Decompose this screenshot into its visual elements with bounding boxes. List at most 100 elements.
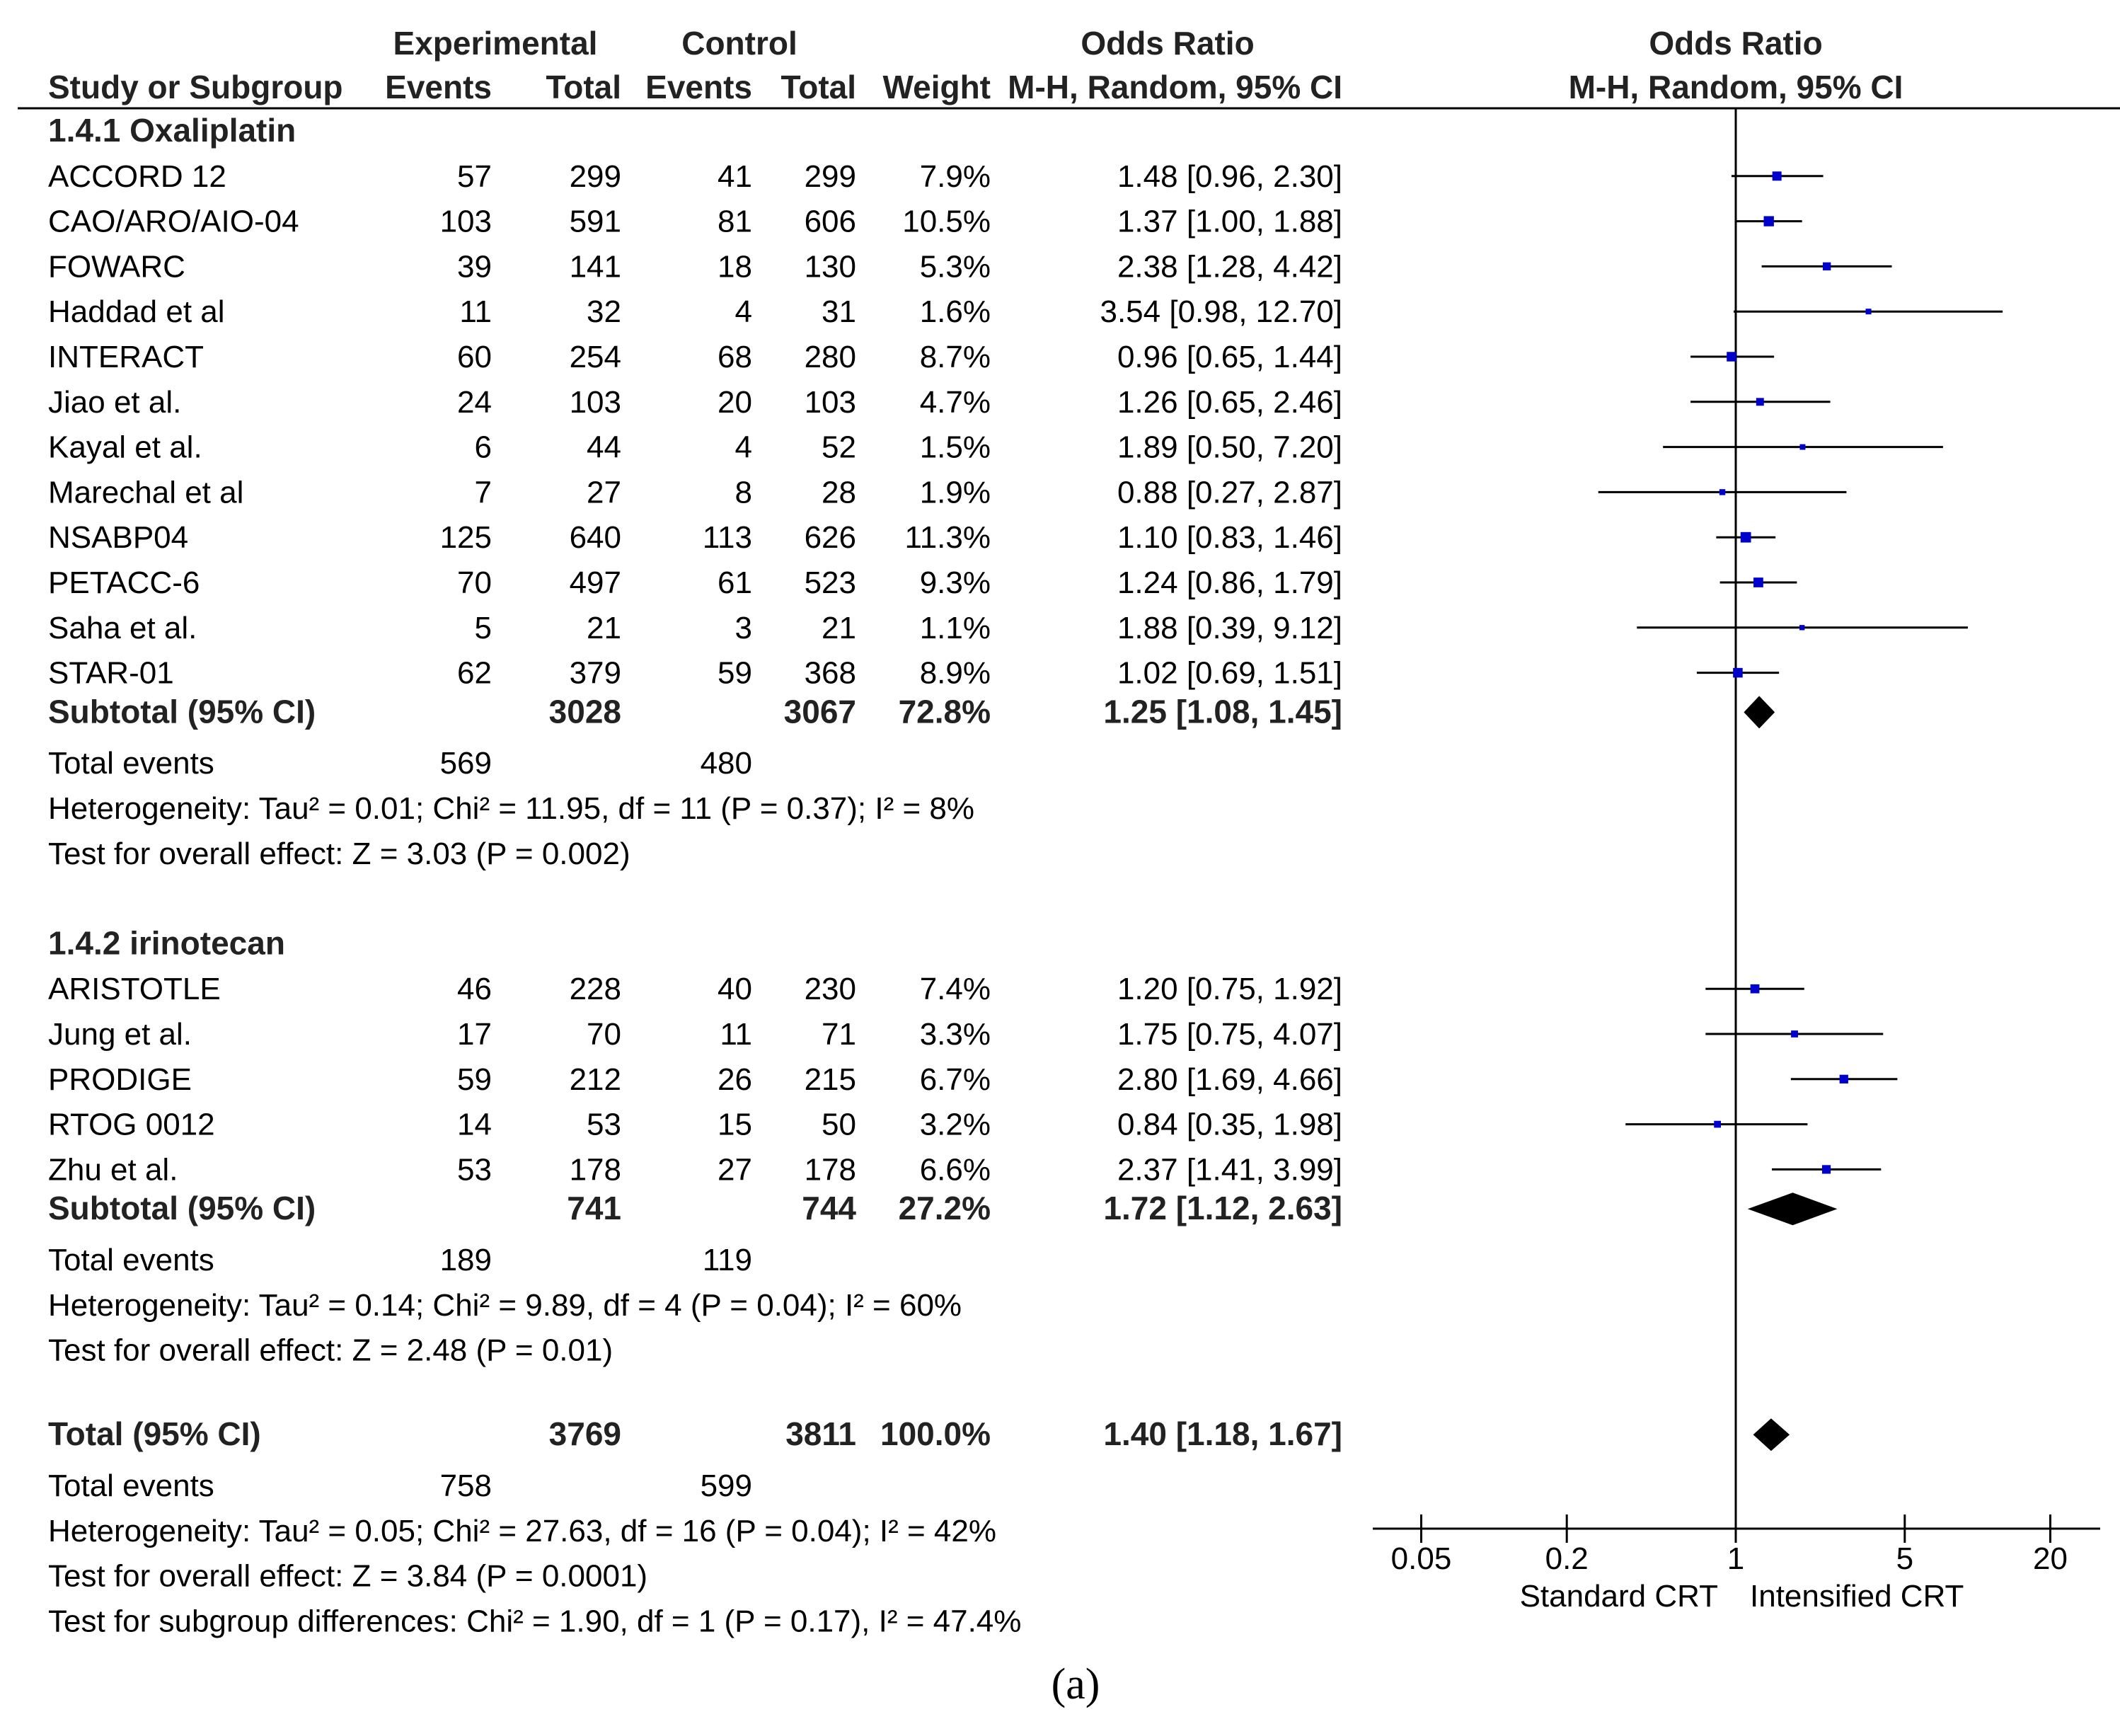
study-name: STAR-01 — [48, 656, 174, 691]
total-experimental: 299 — [570, 159, 621, 194]
study-odds-ratio: 0.84 [0.35, 1.98] — [1117, 1108, 1342, 1142]
events-control: 15 — [718, 1108, 752, 1142]
study-weight: 1.9% — [920, 475, 991, 510]
subgroup-differences-text: Test for subgroup differences: Chi² = 1.… — [48, 1604, 1021, 1638]
point-estimate-marker — [1719, 489, 1726, 495]
study-name: Jung et al. — [48, 1017, 192, 1052]
total-experimental: 53 — [587, 1108, 621, 1142]
events-control: 113 — [703, 520, 752, 555]
point-estimate-marker — [1763, 216, 1774, 226]
total-events-label: Total events — [48, 1468, 214, 1503]
x-tick-label: 5 — [1896, 1541, 1913, 1576]
study-name: PETACC-6 — [48, 565, 200, 600]
total-experimental: 103 — [570, 385, 621, 420]
events-control: 20 — [718, 385, 752, 420]
study-name: Kayal et al. — [48, 430, 202, 465]
study-weight: 9.3% — [920, 565, 991, 600]
favours-right-label: Intensified CRT — [1750, 1579, 1964, 1614]
study-weight: 1.6% — [920, 294, 991, 329]
subtotal-weight: 72.8% — [899, 693, 991, 730]
study-name: Saha et al. — [48, 611, 197, 645]
total-experimental: 178 — [570, 1152, 621, 1187]
total-odds-ratio: 1.40 [1.18, 1.67] — [1103, 1415, 1342, 1452]
events-control: 40 — [718, 972, 752, 1006]
total-experimental: 228 — [570, 972, 621, 1006]
study-weight: 7.9% — [920, 159, 991, 194]
study-weight: 6.7% — [920, 1062, 991, 1097]
heterogeneity-text: Heterogeneity: Tau² = 0.01; Chi² = 11.95… — [48, 791, 974, 826]
x-tick-label: 1 — [1727, 1541, 1744, 1576]
heterogeneity-text: Heterogeneity: Tau² = 0.05; Chi² = 27.63… — [48, 1514, 996, 1548]
point-estimate-marker — [1822, 262, 1831, 271]
point-estimate-marker — [1799, 625, 1805, 631]
total-experimental: 70 — [587, 1017, 621, 1052]
total-events-label: Total events — [48, 746, 214, 781]
overall-effect-text: Test for overall effect: Z = 2.48 (P = 0… — [48, 1333, 613, 1368]
study-name: PRODIGE — [48, 1062, 192, 1097]
total-experimental: 3769 — [549, 1415, 621, 1452]
point-estimate-marker — [1791, 1030, 1798, 1037]
study-name: Marechal et al — [48, 475, 243, 510]
header-odds-ratio-plot: Odds Ratio — [1649, 25, 1822, 62]
total-control: 71 — [822, 1017, 856, 1052]
study-weight: 5.3% — [920, 249, 991, 284]
subtotal-odds-ratio: 1.72 [1.12, 2.63] — [1103, 1190, 1342, 1226]
total-control: 103 — [805, 385, 856, 420]
point-estimate-marker — [1727, 352, 1736, 362]
study-weight: 1.1% — [920, 611, 991, 645]
total-control: 130 — [805, 249, 856, 284]
events-control: 3 — [735, 611, 752, 645]
study-weight: 7.4% — [920, 972, 991, 1006]
study-weight: 1.5% — [920, 430, 991, 465]
point-estimate-marker — [1753, 577, 1763, 587]
header-total-control: Total — [781, 69, 856, 105]
events-control: 81 — [718, 205, 752, 239]
study-odds-ratio: 2.38 [1.28, 4.42] — [1117, 249, 1342, 284]
total-control: 31 — [822, 294, 856, 329]
study-weight: 11.3% — [905, 520, 991, 555]
subgroup-title: 1.4.2 irinotecan — [48, 924, 285, 961]
study-weight: 3.2% — [920, 1108, 991, 1142]
study-weight: 6.6% — [920, 1152, 991, 1187]
study-odds-ratio: 1.48 [0.96, 2.30] — [1117, 159, 1342, 194]
study-name: Haddad et al — [48, 294, 225, 329]
events-experimental: 14 — [457, 1108, 492, 1142]
header-method-plot: M-H, Random, 95% CI — [1569, 69, 1903, 105]
total-events-control: 599 — [701, 1468, 752, 1503]
study-odds-ratio: 2.80 [1.69, 4.66] — [1117, 1062, 1342, 1097]
study-odds-ratio: 1.02 [0.69, 1.51] — [1117, 656, 1342, 691]
study-weight: 10.5% — [902, 205, 991, 239]
events-control: 27 — [718, 1152, 752, 1187]
events-control: 4 — [735, 294, 752, 329]
study-name: RTOG 0012 — [48, 1108, 215, 1142]
study-name: Zhu et al. — [48, 1152, 178, 1187]
total-control: 50 — [822, 1108, 856, 1142]
total-events-label: Total events — [48, 1243, 214, 1277]
total-events-experimental: 758 — [440, 1468, 492, 1503]
point-estimate-marker — [1750, 984, 1760, 994]
events-control: 4 — [735, 430, 752, 465]
study-weight: 3.3% — [920, 1017, 991, 1052]
subgroup-title: 1.4.1 Oxaliplatin — [48, 112, 296, 149]
study-name: ARISTOTLE — [48, 972, 221, 1006]
events-control: 41 — [718, 159, 752, 194]
header-control: Control — [681, 25, 797, 62]
study-odds-ratio: 1.89 [0.50, 7.20] — [1117, 430, 1342, 465]
overall-effect-text: Test for overall effect: Z = 3.03 (P = 0… — [48, 837, 630, 871]
events-control: 18 — [718, 249, 752, 284]
total-control: 178 — [805, 1152, 856, 1187]
total-experimental: 32 — [587, 294, 621, 329]
point-estimate-marker — [1799, 444, 1806, 450]
total-experimental: 640 — [570, 520, 621, 555]
total-experimental: 27 — [587, 475, 621, 510]
heterogeneity-text: Heterogeneity: Tau² = 0.14; Chi² = 9.89,… — [48, 1288, 962, 1323]
total-events-control: 480 — [701, 746, 752, 781]
total-experimental: 591 — [570, 205, 621, 239]
total-control: 523 — [805, 565, 856, 600]
study-odds-ratio: 2.37 [1.41, 3.99] — [1117, 1152, 1342, 1187]
study-name: INTERACT — [48, 340, 204, 374]
header-experimental: Experimental — [393, 25, 598, 62]
study-odds-ratio: 3.54 [0.98, 12.70] — [1100, 294, 1342, 329]
events-experimental: 39 — [457, 249, 492, 284]
events-experimental: 6 — [475, 430, 492, 465]
